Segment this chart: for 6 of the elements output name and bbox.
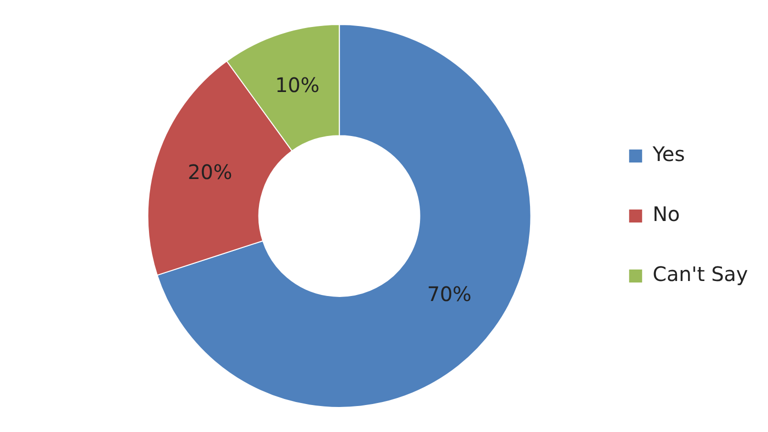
legend-label: No xyxy=(652,202,680,226)
data-label: 70% xyxy=(427,282,472,306)
legend-label: Can't Say xyxy=(652,262,748,286)
data-label: 10% xyxy=(275,72,320,97)
legend-label: Yes xyxy=(652,142,685,166)
data-label: 20% xyxy=(188,160,232,184)
